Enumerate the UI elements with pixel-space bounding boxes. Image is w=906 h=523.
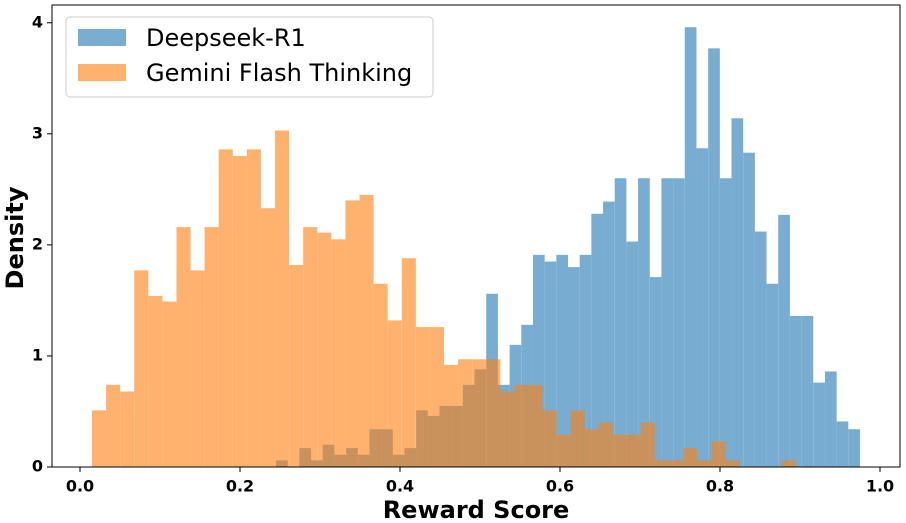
histogram-bar	[472, 359, 487, 467]
histogram-bar	[528, 384, 543, 467]
histogram-bar	[684, 27, 697, 467]
histogram-bar	[848, 429, 860, 467]
histogram-bar	[218, 149, 233, 467]
histogram-bar	[556, 254, 568, 467]
histogram-bar	[190, 270, 205, 467]
histogram-bar	[836, 421, 849, 467]
histogram-bar	[544, 261, 557, 467]
histogram-bar	[387, 320, 402, 467]
histogram-bar	[603, 201, 615, 467]
histogram-bar	[568, 267, 580, 467]
histogram-bar	[719, 178, 732, 467]
histogram-bar	[697, 460, 712, 467]
histogram-bar	[655, 460, 670, 467]
histogram-bar	[458, 359, 473, 467]
histogram-bar	[232, 156, 247, 468]
y-tick-label: 4	[32, 12, 43, 31]
histogram-bar	[626, 241, 639, 467]
histogram-bar	[120, 391, 135, 467]
histogram-bar	[106, 384, 121, 467]
histogram-bar	[781, 460, 796, 467]
x-tick-label: 0.0	[66, 477, 94, 496]
histogram-bar	[789, 315, 802, 467]
plot-frame	[51, 4, 901, 468]
legend-swatch	[78, 64, 126, 81]
series	[92, 130, 796, 468]
x-tick-label: 0.4	[386, 477, 414, 496]
histogram-bar	[708, 48, 720, 467]
histogram-bar	[303, 227, 318, 467]
histogram-bar	[514, 384, 529, 467]
histogram-bar	[661, 178, 674, 467]
histogram-bar	[331, 239, 346, 467]
histogram-bar	[778, 214, 790, 467]
histogram-bar	[766, 283, 779, 467]
histogram-bar	[614, 178, 627, 467]
x-tick-label: 0.8	[706, 477, 734, 496]
histogram-bar	[669, 460, 684, 467]
legend-box	[65, 16, 434, 98]
histogram-bar	[532, 254, 545, 467]
y-tick-label: 1	[32, 345, 43, 364]
histogram-bar	[584, 429, 599, 467]
histogram-bar	[570, 410, 585, 467]
histogram-bar	[725, 460, 740, 467]
histogram-bar	[627, 434, 642, 467]
histogram-bar	[134, 270, 149, 467]
histogram-bar	[429, 327, 444, 467]
histogram-bar	[612, 434, 628, 467]
histogram-bar	[246, 149, 261, 467]
histogram-bar	[359, 194, 374, 467]
histogram-bar	[345, 200, 360, 467]
histogram-bar	[731, 118, 744, 468]
histogram-bar	[598, 422, 613, 467]
histogram-bar	[591, 213, 604, 467]
x-tick-label: 0.6	[546, 477, 574, 496]
histogram-bar	[638, 178, 650, 467]
histogram-bar	[556, 434, 571, 467]
x-tick-label: 1.0	[866, 477, 894, 496]
y-tick-label: 3	[32, 123, 43, 142]
histogram-bar	[824, 371, 837, 467]
histogram-bar	[289, 264, 304, 467]
legend-label: Deepseek-R1	[146, 24, 306, 52]
histogram-bar	[801, 315, 814, 467]
histogram-bar	[260, 208, 276, 467]
histogram-bar	[673, 178, 685, 467]
histogram-bar	[486, 359, 501, 467]
histogram-bar	[148, 295, 163, 467]
histogram-bar	[500, 391, 515, 467]
histogram-bar	[649, 277, 662, 467]
histogram-bar	[711, 441, 726, 467]
histogram-bar	[176, 227, 191, 467]
histogram-bar	[683, 448, 698, 467]
legend-label: Gemini Flash Thinking	[146, 59, 412, 87]
histogram-bar	[401, 258, 416, 467]
histogram-bar	[373, 283, 388, 467]
histogram-bar	[204, 227, 219, 467]
histogram-bar	[542, 410, 557, 467]
histogram-bar	[754, 231, 767, 467]
histogram-bar	[743, 152, 755, 467]
y-tick-label: 0	[32, 457, 43, 476]
histogram-bar	[275, 130, 290, 468]
histogram-bar	[162, 301, 177, 467]
y-tick-label: 2	[32, 234, 43, 253]
legend: Deepseek-R1 Gemini Flash Thinking	[65, 16, 434, 98]
x-axis-label: Reward Score	[383, 496, 570, 523]
x-tick-label: 0.2	[226, 477, 254, 496]
y-axis-label: Density	[1, 186, 29, 289]
histogram-bar	[317, 232, 332, 467]
histogram-bar	[641, 422, 656, 467]
histogram-bar	[696, 148, 709, 468]
histogram-bar	[415, 327, 430, 467]
histogram-bar	[92, 410, 107, 467]
legend-swatch	[78, 29, 126, 46]
histogram-bar	[813, 382, 825, 467]
histogram-bar	[579, 254, 592, 467]
histogram-bar	[444, 364, 459, 467]
